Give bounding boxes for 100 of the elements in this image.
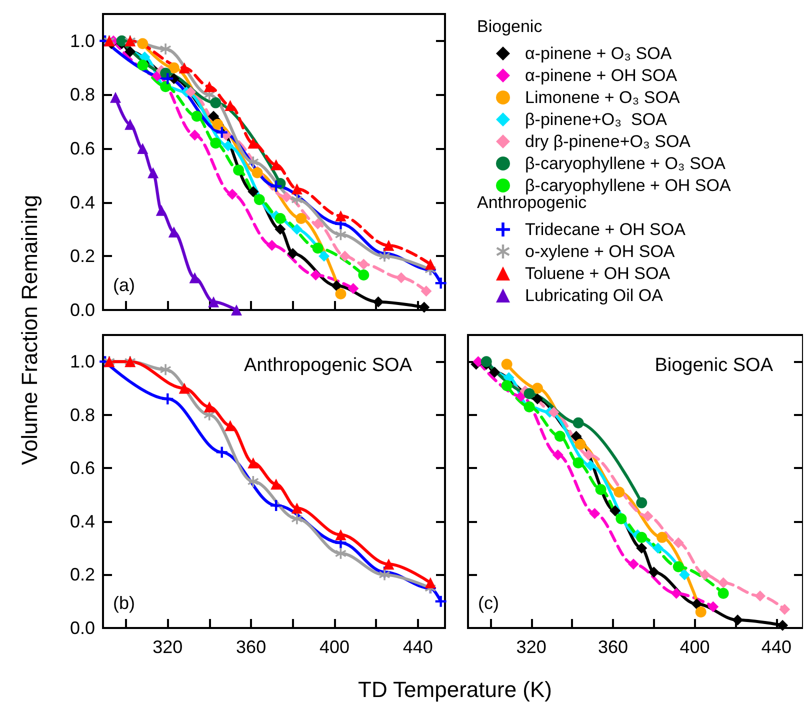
text: Anthropogenic [477,193,588,212]
point [642,510,654,522]
point [424,258,436,270]
y-tick-label: 0.2 [70,246,95,266]
point [162,73,174,84]
point [270,159,282,170]
point [489,366,500,378]
y-tick-label: 0.2 [70,564,95,585]
y-tick-label: 0.6 [70,458,95,478]
y-tick-label: 1.0 [70,30,95,51]
point [233,164,244,176]
point [137,60,148,71]
y-tick-label: 0.0 [70,300,95,320]
point [501,358,512,370]
point [435,596,446,607]
annotation: (c) [478,593,499,613]
point [595,484,606,495]
point [204,81,215,92]
point [732,614,744,626]
point [532,393,543,404]
point [318,250,330,262]
point [424,577,436,588]
legend-label: α-pinene + O₃ SOA [525,44,672,63]
point [137,38,148,50]
x-tick-label: 440 [402,637,433,657]
point [691,598,702,610]
point [636,497,648,508]
annotation: (a) [113,275,135,295]
text: Biogenic [477,17,543,36]
point [548,406,560,418]
point [335,288,346,300]
y-tick-label: 0.8 [70,84,95,105]
annotation: (b) [113,593,135,613]
point [137,143,148,154]
point [178,62,190,74]
point [222,140,234,152]
point [248,138,259,149]
point [335,229,346,240]
point [348,282,359,294]
legend-label: Limonene + O₃ SOA [525,88,680,107]
point [296,213,307,224]
point [552,449,564,460]
x-tick-label: 320 [152,637,183,657]
point [274,224,286,235]
legend-label: β-pinene+O₃ SOA [525,110,668,129]
point [335,548,346,559]
point [216,126,228,138]
point [501,380,512,392]
point [570,430,582,442]
point [695,606,706,618]
legend-label: β-caryophyllene + OH SOA [525,176,732,195]
point [210,138,222,149]
point [572,457,584,468]
point [420,286,432,297]
point [124,118,136,130]
point [281,191,292,202]
point [270,180,282,192]
point [291,513,302,524]
point [585,460,596,472]
point [248,457,259,468]
y-tick-label: 0.4 [70,511,95,532]
point [270,500,282,511]
point [230,304,242,316]
point [672,561,684,572]
point [226,188,238,200]
point [287,248,298,259]
text: Biogenic SOA [654,355,774,376]
y-tick-label: 0.4 [70,192,95,212]
x-tick-label: 320 [516,637,546,657]
point [372,296,384,308]
point [670,588,682,599]
point [110,92,122,103]
point [156,204,167,216]
point [616,513,627,524]
point [708,601,719,612]
y-tick-label: 0.0 [70,618,95,638]
point [216,446,228,458]
point [358,270,370,281]
point [335,210,346,222]
legend-label: dry β-pinene+O₃ SOA [525,132,692,151]
y-tick-label: 0.8 [70,404,95,425]
point [672,537,684,548]
x-axis-title: TD Temperature (K) [358,677,552,703]
point [554,430,566,442]
point [574,438,586,450]
x-tick-label: 400 [319,637,350,657]
point [331,280,342,292]
point [524,388,535,400]
point [185,86,196,98]
point [583,449,594,460]
y-tick-label: 0.6 [70,138,95,159]
point [679,569,690,580]
point [779,604,790,615]
point [208,110,220,122]
point [418,302,430,313]
point [628,558,639,570]
point [160,43,172,54]
x-tick-label: 400 [680,637,710,657]
x-tick-label: 360 [236,637,266,657]
point [312,242,324,254]
